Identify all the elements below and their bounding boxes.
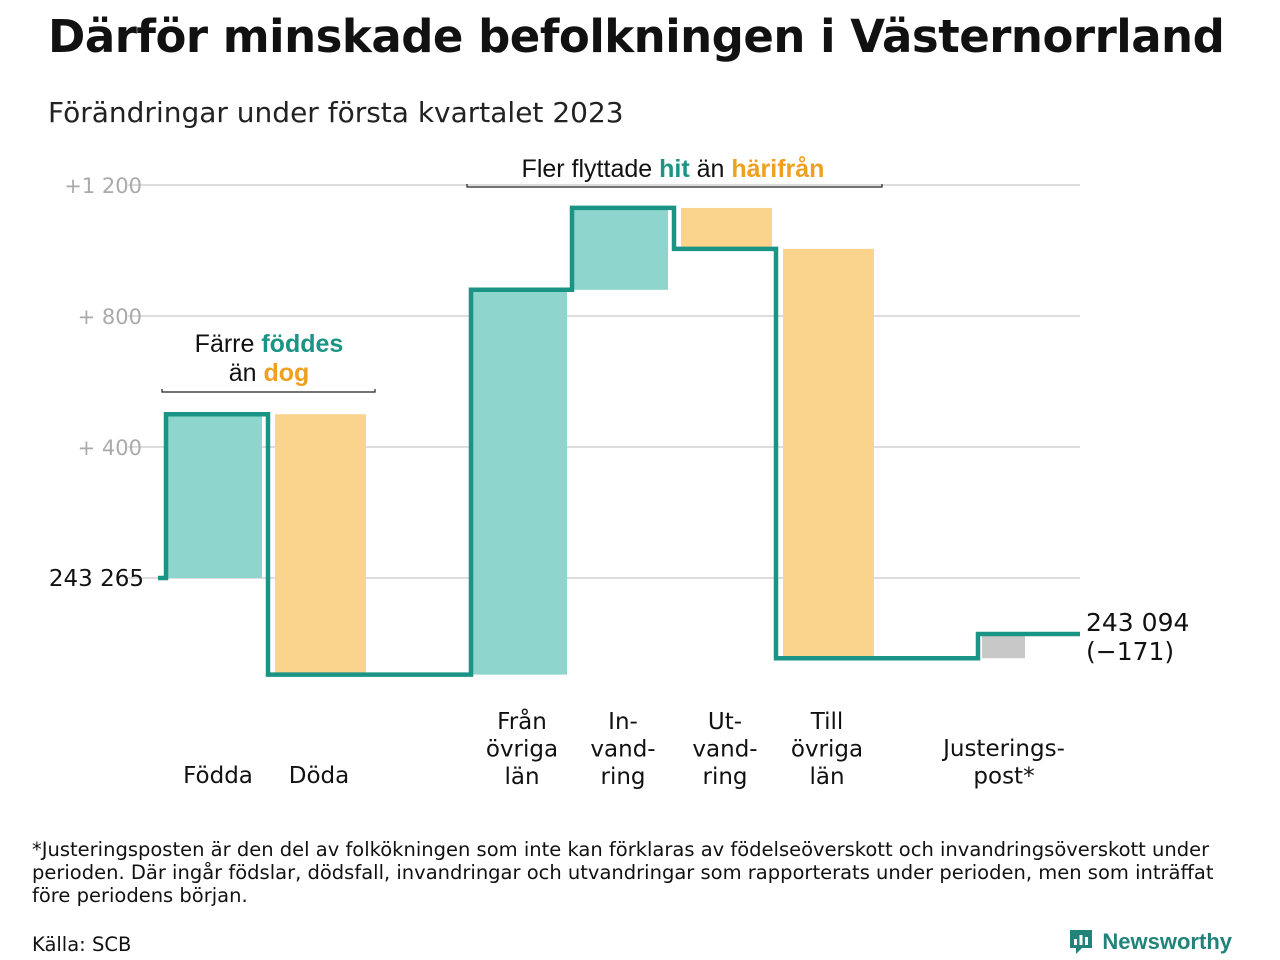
category-label: län [504,764,539,790]
category-label: övriga [791,737,863,763]
y-tick-label: +1 200 [64,174,142,198]
annotation-segment: Färre [195,330,262,358]
category-label: län [809,764,844,790]
waterfall-bar [471,289,567,675]
y-tick-label: + 800 [78,305,142,329]
bar-chart-logo-icon [1070,930,1093,954]
annotation-segment: hit [659,155,690,183]
annotation-segment: än [690,155,732,183]
annotation-segment: föddes [261,330,343,358]
brand-name: Newsworthy [1102,929,1232,954]
category-label: vand- [590,737,655,763]
category-label: Döda [289,763,349,789]
annotation-segment: Fler flyttade [522,155,660,183]
waterfall-bar [982,634,1025,659]
waterfall-bar [166,414,262,578]
category-label: Födda [183,763,253,789]
annotation-text: Färre föddes [195,330,344,358]
annotation-segment: dog [263,359,309,387]
category-label: post* [973,764,1034,790]
category-label: ring [600,764,645,790]
category-label: övriga [486,737,558,763]
category-label: In- [608,709,638,735]
category-label: Justerings- [941,736,1065,762]
annotation-text: Fler flyttade hit än härifrån [522,155,825,183]
category-label: ring [702,764,747,790]
category-label: vand- [692,737,757,763]
chart-subtitle: Förändringar under första kvartalet 2023 [48,96,624,129]
chart-title: Därför minskade befolkningen i Västernor… [48,10,1225,63]
waterfall-bar [275,414,366,675]
cumulative-step-line [158,205,1080,677]
annotation-bracket [161,389,376,393]
waterfall-bar [572,207,668,290]
brand[interactable]: Newsworthy [1068,928,1232,956]
waterfall-bar [681,207,772,249]
y-tick-label: + 400 [78,436,142,460]
category-label: Till [810,709,844,735]
annotation-segment: än [229,359,264,387]
annotation-segment: härifrån [731,155,824,183]
category-label: Ut- [708,709,742,735]
end-change-label: (−171) [1086,637,1174,666]
end-value-label: 243 094 [1086,608,1189,637]
start-value-label: 243 265 [49,566,144,592]
footnote: *Justeringsposten är den del av folkökni… [32,838,1214,907]
waterfall-bar [783,248,874,659]
source-label: Källa: SCB [32,933,132,956]
annotation-text: än dog [229,359,310,387]
annotation-bracket [466,184,883,188]
category-label: Från [497,707,547,735]
